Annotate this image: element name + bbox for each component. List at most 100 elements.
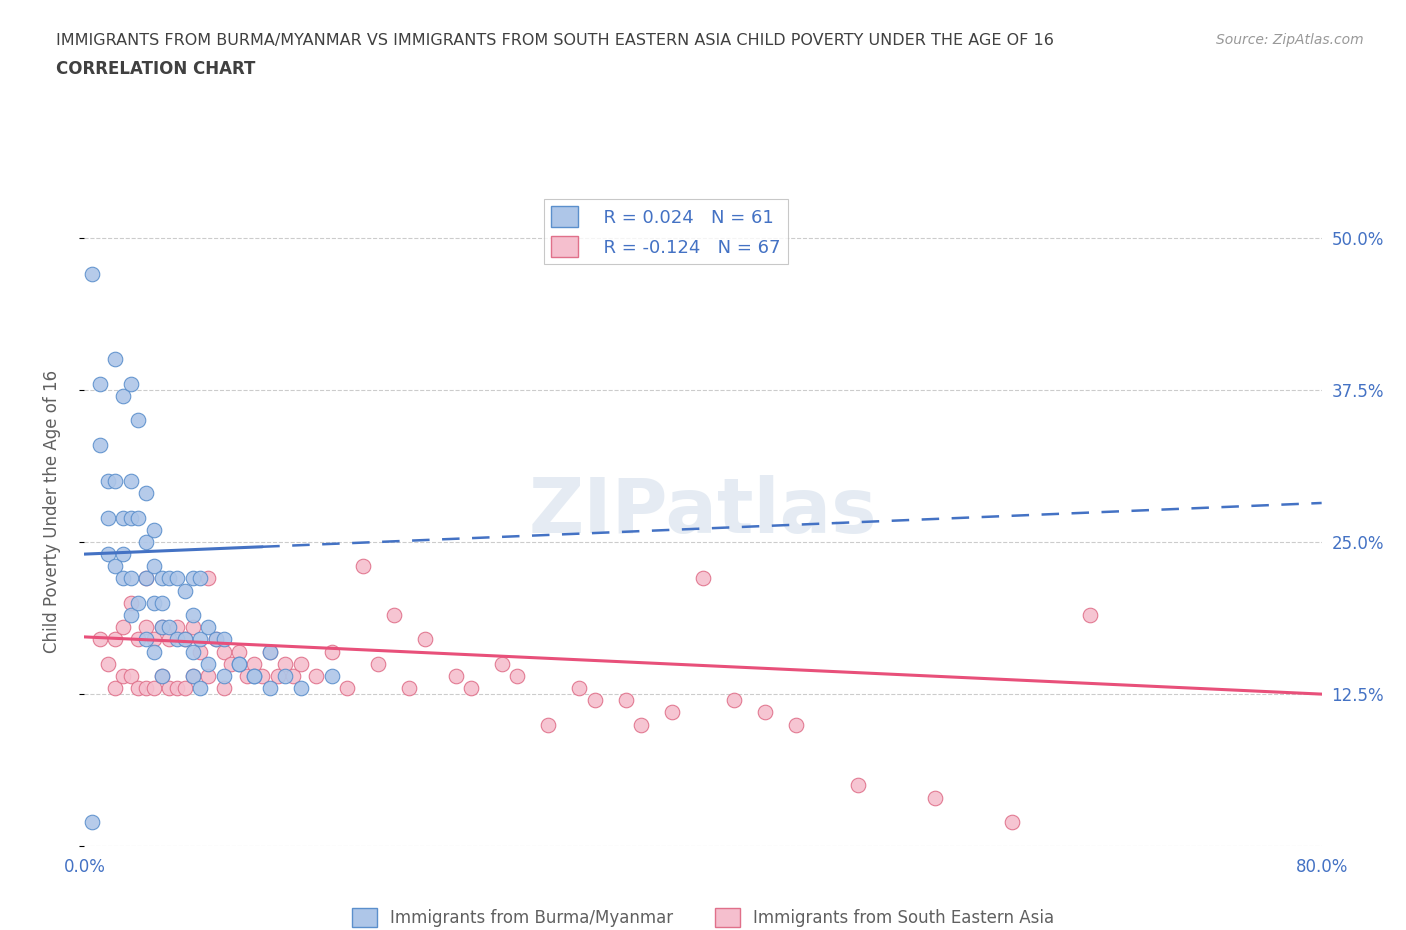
Point	[104, 631, 127, 646]
Point	[1078, 607, 1101, 622]
Point	[267, 669, 290, 684]
Point	[236, 669, 259, 684]
Point	[274, 669, 297, 684]
Point	[259, 681, 281, 696]
Point	[336, 681, 359, 696]
Point	[754, 705, 776, 720]
Point	[661, 705, 683, 720]
Point	[188, 631, 212, 646]
Point	[491, 657, 513, 671]
Text: ZIPatlas: ZIPatlas	[529, 474, 877, 549]
Point	[506, 669, 529, 684]
Point	[181, 571, 204, 586]
Point	[614, 693, 637, 708]
Point	[112, 511, 135, 525]
Point	[89, 437, 111, 452]
Point	[398, 681, 420, 696]
Point	[188, 681, 212, 696]
Point	[181, 669, 204, 684]
Point	[135, 619, 157, 634]
Point	[924, 790, 946, 805]
Point	[112, 669, 135, 684]
Point	[283, 669, 305, 684]
Text: CORRELATION CHART: CORRELATION CHART	[56, 60, 256, 78]
Point	[159, 681, 181, 696]
Point	[112, 619, 135, 634]
Point	[197, 657, 219, 671]
Point	[143, 681, 166, 696]
Point	[89, 631, 111, 646]
Point	[150, 669, 173, 684]
Y-axis label: Child Poverty Under the Age of 16: Child Poverty Under the Age of 16	[42, 370, 60, 653]
Point	[174, 583, 197, 598]
Point	[128, 413, 150, 428]
Legend: Immigrants from Burma/Myanmar, Immigrants from South Eastern Asia: Immigrants from Burma/Myanmar, Immigrant…	[344, 901, 1062, 930]
Point	[166, 571, 188, 586]
Point	[150, 571, 173, 586]
Point	[228, 644, 250, 659]
Point	[382, 607, 405, 622]
Point	[205, 631, 228, 646]
Point	[321, 669, 343, 684]
Point	[221, 657, 243, 671]
Point	[159, 619, 181, 634]
Point	[166, 631, 188, 646]
Point	[228, 657, 250, 671]
Point	[135, 571, 157, 586]
Point	[104, 681, 127, 696]
Point	[128, 595, 150, 610]
Point	[120, 511, 142, 525]
Point	[460, 681, 482, 696]
Point	[212, 669, 235, 684]
Point	[174, 631, 197, 646]
Point	[212, 644, 235, 659]
Point	[188, 644, 212, 659]
Point	[274, 657, 297, 671]
Point	[181, 669, 204, 684]
Point	[97, 547, 120, 562]
Point	[723, 693, 745, 708]
Point	[228, 657, 250, 671]
Point	[243, 669, 266, 684]
Point	[846, 778, 869, 793]
Point	[583, 693, 606, 708]
Point	[181, 644, 204, 659]
Point	[243, 657, 266, 671]
Point	[166, 681, 188, 696]
Point	[120, 669, 142, 684]
Point	[290, 681, 312, 696]
Point	[112, 547, 135, 562]
Point	[143, 523, 166, 538]
Point	[104, 473, 127, 488]
Point	[82, 267, 104, 282]
Point	[150, 595, 173, 610]
Point	[120, 595, 142, 610]
Point	[128, 631, 150, 646]
Point	[159, 571, 181, 586]
Point	[135, 485, 157, 500]
Point	[259, 644, 281, 659]
Point	[444, 669, 467, 684]
Point	[413, 631, 436, 646]
Point	[150, 619, 173, 634]
Point	[785, 717, 807, 732]
Point	[104, 559, 127, 574]
Point	[197, 619, 219, 634]
Point	[305, 669, 328, 684]
Point	[135, 631, 157, 646]
Point	[128, 681, 150, 696]
Point	[259, 644, 281, 659]
Point	[321, 644, 343, 659]
Point	[630, 717, 652, 732]
Point	[135, 681, 157, 696]
Point	[243, 669, 266, 684]
Point	[537, 717, 560, 732]
Point	[120, 607, 142, 622]
Point	[143, 595, 166, 610]
Point	[120, 571, 142, 586]
Point	[212, 681, 235, 696]
Point	[82, 815, 104, 830]
Point	[174, 631, 197, 646]
Point	[120, 377, 142, 392]
Point	[89, 377, 111, 392]
